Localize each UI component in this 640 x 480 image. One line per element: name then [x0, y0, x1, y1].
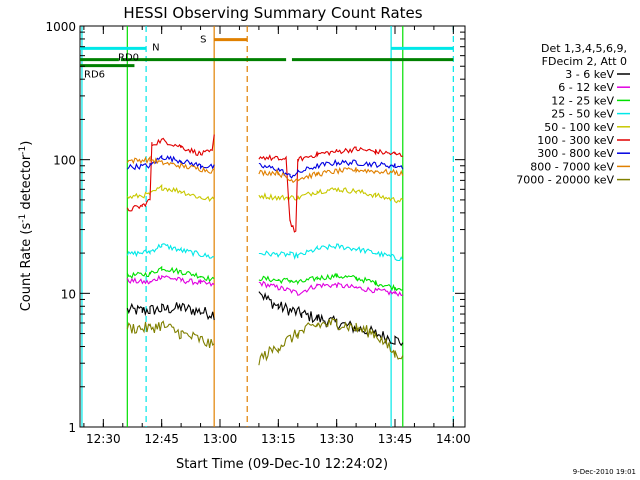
y-tick-label: 100 [53, 154, 76, 168]
legend-entry-label: 50 - 100 keV [544, 121, 614, 134]
y-tick-label: 1 [68, 421, 76, 435]
series-line [126, 274, 215, 287]
legend-entry-label: 12 - 25 keV [551, 94, 614, 107]
series-line [258, 158, 404, 179]
flag-label: RD6 [84, 70, 105, 81]
flag-label: S [200, 35, 206, 46]
series-line [258, 186, 404, 204]
x-tick-label: 13:15 [261, 432, 296, 446]
legend-entry-label: 100 - 300 keV [537, 134, 614, 147]
y-tick-label: 10 [61, 287, 76, 301]
x-tick-label: 13:00 [203, 432, 238, 446]
legend-entry-label: 6 - 12 keV [558, 81, 614, 94]
x-tick-label: 14:00 [436, 432, 471, 446]
timestamp: 9-Dec-2010 19:01 [573, 468, 636, 476]
x-tick-label: 12:30 [86, 432, 121, 446]
legend-entry-label: 800 - 7000 keV [530, 160, 614, 173]
series-lines [126, 134, 404, 366]
series-line [258, 243, 404, 262]
flag-label: RD0 [118, 53, 139, 64]
series-line [126, 265, 215, 283]
series-line [258, 146, 403, 233]
x-axis-label: Start Time (09-Dec-10 12:24:02) [176, 457, 388, 472]
series-line [126, 243, 215, 259]
y-axis-label: Count Rate (s-1 detector-1) [18, 141, 34, 312]
series-line [126, 302, 215, 321]
legend-entry-label: 300 - 800 keV [537, 147, 614, 160]
legend-entry-label: 3 - 6 keV [565, 68, 614, 81]
legend: Det 1,3,4,5,6,9, FDecim 2, Att 0 3 - 6 k… [516, 42, 630, 187]
series-line [126, 320, 215, 348]
y-tick-label: 1000 [45, 20, 76, 34]
series-line [126, 134, 215, 212]
series-line [258, 291, 404, 347]
x-tick-label: 13:45 [378, 432, 413, 446]
axis-ticks: 12:30 12:45 13:00 13:15 13:30 13:45 14:00 1 10 10… [45, 20, 470, 446]
series-line [126, 155, 215, 174]
legend-entry-label: 7000 - 20000 keV [516, 174, 614, 187]
plot-frame [79, 25, 466, 428]
series-line [126, 183, 215, 203]
legend-entry-label: 25 - 50 keV [551, 108, 614, 121]
series-line [258, 272, 403, 292]
x-tick-label: 13:30 [319, 432, 354, 446]
series-line [126, 154, 215, 171]
legend-header-line-1: Det 1,3,4,5,6,9, [541, 42, 627, 55]
series-line [258, 280, 403, 297]
x-tick-label: 12:45 [144, 432, 179, 446]
chart-title: HESSI Observing Summary Count Rates [123, 4, 422, 22]
vertical-marker-lines [81, 26, 454, 427]
flag-label: N [152, 42, 159, 53]
series-line [258, 317, 404, 366]
legend-header-line-2: FDecim 2, Att 0 [542, 55, 627, 68]
flag-bars: N RD0 RD6 S [80, 35, 454, 81]
series-line [258, 166, 404, 184]
